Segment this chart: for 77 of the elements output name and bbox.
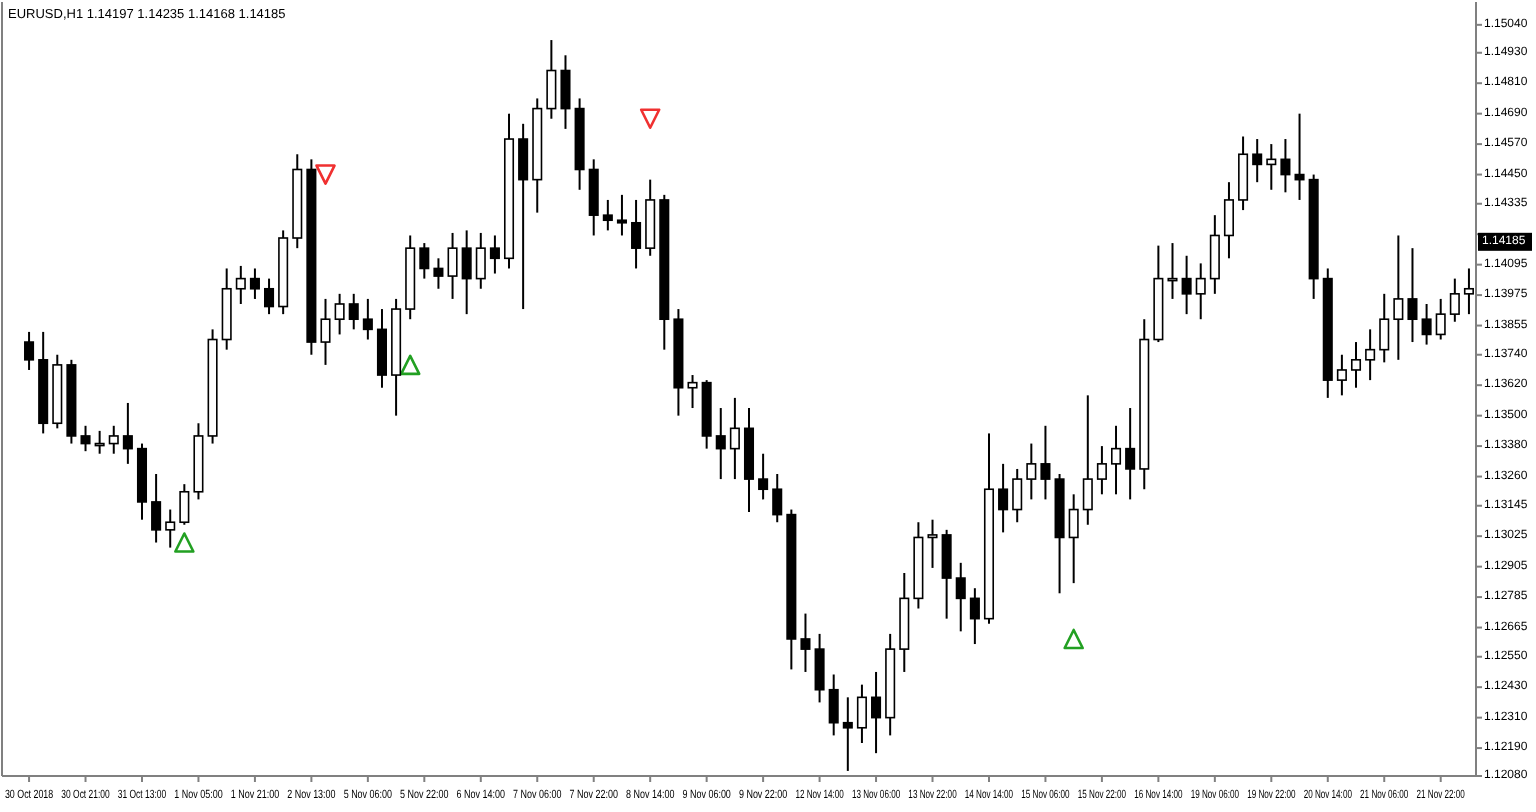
- candlestick: [758, 452, 769, 501]
- candlestick: [334, 292, 345, 336]
- candlestick: [955, 561, 966, 633]
- candlestick: [249, 267, 260, 300]
- candlestick: [1096, 445, 1107, 496]
- candlestick: [235, 264, 246, 305]
- candlestick: [1407, 247, 1418, 344]
- candlestick: [151, 473, 162, 544]
- candlestick: [108, 424, 119, 455]
- candlestick: [687, 374, 698, 410]
- candlestick: [546, 39, 557, 120]
- candlestick: [998, 462, 1009, 534]
- candlestick: [461, 229, 472, 316]
- candlestick: [1068, 493, 1079, 585]
- candlestick: [1393, 234, 1404, 361]
- candlestick: [1110, 424, 1122, 496]
- point: [639, 108, 661, 130]
- candlestick: [320, 297, 331, 366]
- point: [174, 532, 195, 553]
- candlestick: [1252, 138, 1263, 184]
- candlestick: [715, 407, 726, 481]
- candlestick: [842, 696, 853, 772]
- candlestick: [1026, 442, 1037, 501]
- candlestick: [1449, 277, 1460, 323]
- point: [315, 164, 336, 185]
- candlestick: [1167, 242, 1178, 300]
- candlestick: [376, 308, 388, 389]
- candlestick: [1365, 328, 1376, 382]
- candlestick: [1379, 292, 1390, 364]
- candlestick: [814, 632, 825, 704]
- candlestick: [264, 277, 275, 316]
- candlestick: [772, 473, 783, 524]
- candlestick: [560, 54, 571, 130]
- candlestick: [419, 242, 430, 280]
- candlestick: [1435, 297, 1446, 341]
- candlestick: [1350, 341, 1362, 389]
- candlestick: [362, 297, 373, 341]
- candlestick: [1463, 267, 1474, 316]
- candlestick: [828, 673, 839, 737]
- candlestick: [1040, 424, 1051, 501]
- candlestick: [518, 122, 529, 311]
- candlestick: [179, 483, 190, 526]
- candlestick: [631, 198, 642, 270]
- candlestick: [475, 231, 486, 290]
- candlestick: [348, 292, 359, 331]
- candlestick: [489, 234, 500, 275]
- candlestick: [588, 158, 599, 237]
- point: [1063, 628, 1084, 650]
- candlestick: [122, 401, 133, 465]
- candlestick: [1082, 394, 1093, 526]
- candlestick: [1294, 112, 1305, 201]
- candlestick: [800, 612, 811, 673]
- candlestick: [447, 231, 458, 300]
- candlestick: [602, 198, 613, 232]
- candlestick: [856, 683, 867, 745]
- candlestick: [80, 424, 91, 453]
- point: [399, 354, 421, 376]
- candlestick: [927, 518, 938, 569]
- candlestick: [24, 330, 35, 371]
- candlestick: [1125, 407, 1136, 501]
- candlestick: [165, 508, 176, 549]
- candlestick: [1012, 467, 1023, 524]
- candlestick: [1238, 135, 1249, 212]
- candlestick: [1421, 302, 1432, 346]
- candlestick: [1195, 262, 1206, 321]
- candlestick: [433, 257, 444, 290]
- candlestick: [1223, 181, 1234, 260]
- candlestick: [729, 396, 740, 481]
- candlestick: [1280, 138, 1291, 194]
- candlestick: [1336, 353, 1347, 397]
- candlestick: [616, 193, 627, 237]
- candlestick: [1266, 143, 1277, 191]
- candlestick: [941, 528, 952, 620]
- candlestick: [1209, 214, 1220, 295]
- candlestick: [871, 670, 882, 755]
- candlestick: [969, 587, 980, 646]
- candlestick: [1181, 254, 1192, 316]
